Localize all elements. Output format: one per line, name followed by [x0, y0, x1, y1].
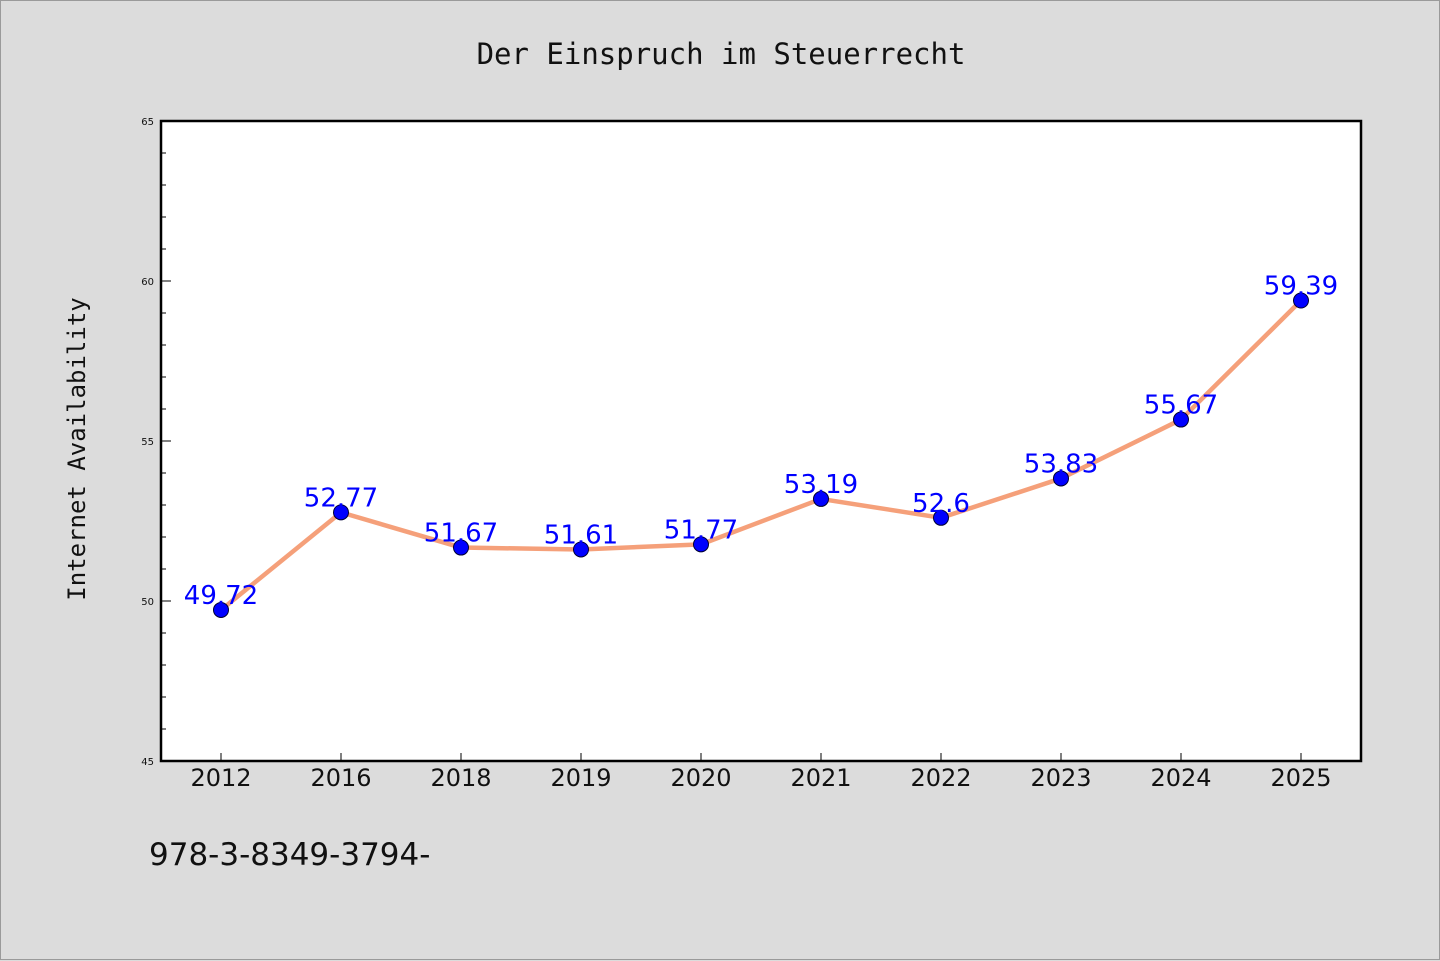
data-label-2022: 52.6	[912, 489, 970, 519]
data-point-2019	[573, 541, 589, 558]
y-tick-label: 45	[141, 757, 154, 768]
data-point-2016	[333, 504, 349, 521]
data-point-2020	[693, 536, 709, 553]
x-tick-label-2025: 2025	[1270, 764, 1331, 792]
x-tick-label-2020: 2020	[670, 764, 731, 792]
y-axis-label: Internet Availability	[63, 297, 91, 600]
data-point-2024	[1173, 411, 1189, 428]
data-label-2020: 51.77	[664, 515, 738, 545]
data-label-2018: 51.67	[424, 519, 498, 549]
data-point-2025	[1293, 292, 1309, 309]
data-point-2023	[1053, 470, 1069, 487]
x-tick-label-2016: 2016	[310, 764, 371, 792]
x-tick-label-2023: 2023	[1030, 764, 1091, 792]
x-tick-label-2018: 2018	[430, 764, 491, 792]
plot-area	[159, 119, 1363, 763]
x-axis-ticks	[220, 753, 1302, 761]
data-label-2016: 52.77	[304, 483, 378, 513]
x-tick-label-2024: 2024	[1150, 764, 1211, 792]
x-tick-label-2012: 2012	[190, 764, 251, 792]
y-tick-label: 65	[141, 117, 154, 128]
data-label-2024: 55.67	[1144, 391, 1218, 421]
series-line	[218, 298, 1304, 613]
y-tick-label: 50	[141, 597, 154, 608]
y-tick-label: 55	[141, 437, 154, 448]
data-point-2018	[453, 539, 469, 556]
data-point-2022	[933, 509, 949, 526]
y-axis-ticks	[161, 120, 171, 762]
x-tick-label-2021: 2021	[790, 764, 851, 792]
data-label-2021: 53.19	[784, 470, 858, 500]
data-label-2025: 59.39	[1264, 272, 1338, 302]
data-point-2012	[213, 601, 229, 618]
x-tick-label-2022: 2022	[910, 764, 971, 792]
data-point-2021	[813, 490, 829, 507]
data-label-2019: 51.61	[544, 520, 618, 550]
y-axis-tick-labels: 45 50 55 60 65	[141, 117, 154, 768]
data-points	[213, 292, 1309, 618]
data-label-2012: 49.72	[184, 581, 258, 611]
series-lines	[218, 298, 1304, 613]
chart-title: Der Einspruch im Steuerrecht	[477, 37, 966, 71]
isbn-footnote: 978-3-8349-3794-	[149, 837, 430, 873]
data-labels: 49.72 52.77 51.67 51.61 51.77 53.19 52.6 53.83 5…	[184, 272, 1338, 611]
x-tick-label-2019: 2019	[550, 764, 611, 792]
x-axis-tick-labels: 2012 2016 2018 2019 2020 2021 2022 2023 2024 2025	[190, 764, 1331, 792]
y-tick-label: 60	[141, 277, 154, 288]
data-label-2023: 53.83	[1024, 449, 1098, 479]
